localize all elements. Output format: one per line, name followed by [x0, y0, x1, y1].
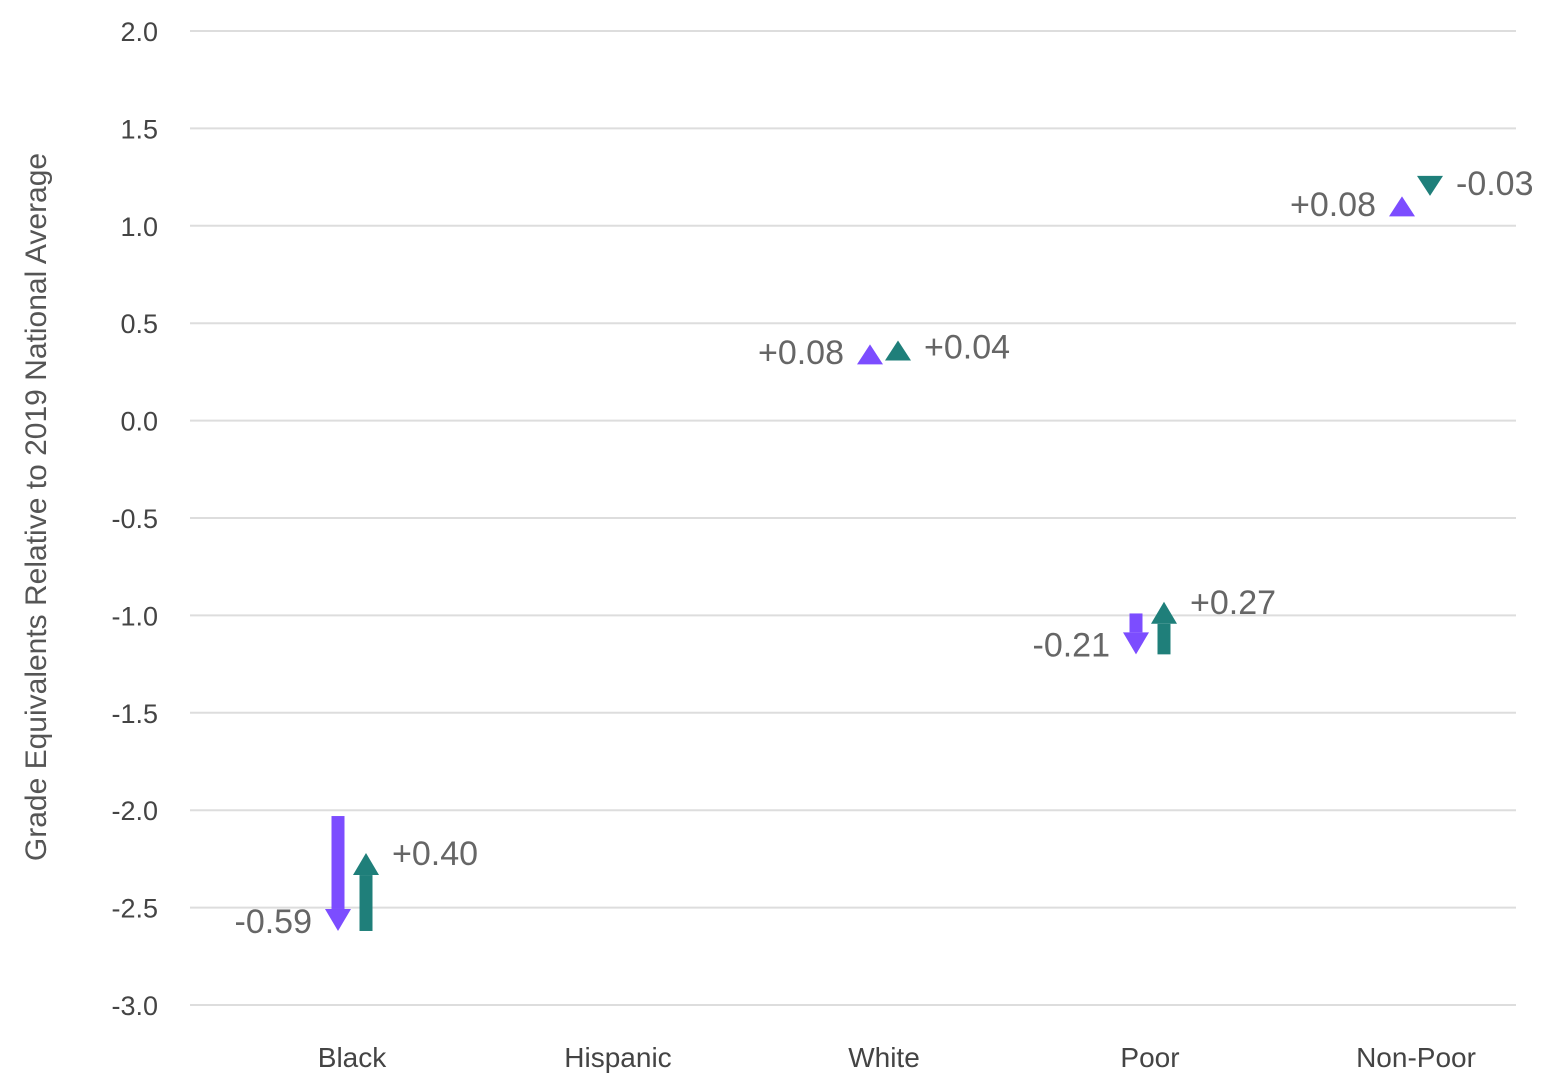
arrow-marks [325, 175, 1443, 931]
grid-layer [190, 30, 1516, 1006]
arrow-head [1389, 196, 1415, 217]
data-label: -0.59 [235, 903, 313, 941]
arrow-head [325, 908, 351, 931]
arrow-head [885, 340, 911, 361]
arrow-shaft [359, 875, 373, 931]
arrow-mark [325, 816, 351, 931]
y-tick-label: -1.0 [111, 601, 158, 631]
arrow-shaft [1157, 623, 1171, 655]
arrow-head [353, 853, 379, 876]
y-tick-labels: 2.0 1.5 1.0 0.5 0.0 -0.5 -1.0 -1.5 -2.0 -2.5 -3.0 [111, 17, 158, 1021]
data-label: +0.08 [758, 334, 844, 372]
data-label: +0.04 [924, 329, 1010, 367]
data-label: +0.27 [1190, 584, 1276, 622]
arrow-mark [857, 344, 883, 365]
y-tick-label: -2.5 [111, 894, 158, 924]
data-label: -0.03 [1456, 165, 1534, 203]
category-label: White [848, 1042, 920, 1073]
category-label: Non-Poor [1356, 1042, 1476, 1073]
y-tick-label: -0.5 [111, 504, 158, 534]
category-labels: Black Hispanic White Poor Non-Poor [318, 1042, 1476, 1073]
arrow-head [1123, 632, 1149, 655]
arrow-head [1417, 175, 1443, 196]
y-tick-label: -2.0 [111, 796, 158, 826]
category-label: Hispanic [564, 1042, 671, 1073]
y-tick-label: 1.0 [120, 212, 158, 242]
arrow-mark [1123, 613, 1149, 655]
data-label: +0.40 [392, 835, 478, 873]
y-tick-label: 1.5 [120, 114, 158, 144]
arrow-head [1151, 601, 1177, 624]
arrow-mark [1389, 196, 1415, 217]
y-tick-label: 0.0 [120, 407, 158, 437]
arrow-shaft [1129, 613, 1143, 633]
data-label: -0.21 [1033, 626, 1111, 664]
y-tick-label: -1.5 [111, 699, 158, 729]
data-labels: -0.59 +0.40 +0.08 +0.04 -0.21 +0.27 +0.08 -0.03 [235, 165, 1534, 941]
arrow-shaft [331, 816, 345, 909]
arrow-head [857, 344, 883, 365]
arrow-mark [353, 853, 379, 931]
arrow-mark [1151, 601, 1177, 655]
y-axis-title: Grade Equivalents Relative to 2019 Natio… [20, 153, 53, 861]
y-tick-label: -3.0 [111, 991, 158, 1021]
y-tick-label: 2.0 [120, 17, 158, 47]
arrow-mark [1417, 175, 1443, 196]
category-label: Black [318, 1042, 387, 1073]
arrow-mark [885, 340, 911, 361]
category-label: Poor [1120, 1042, 1179, 1073]
y-tick-label: 0.5 [120, 309, 158, 339]
data-label: +0.08 [1290, 186, 1376, 224]
